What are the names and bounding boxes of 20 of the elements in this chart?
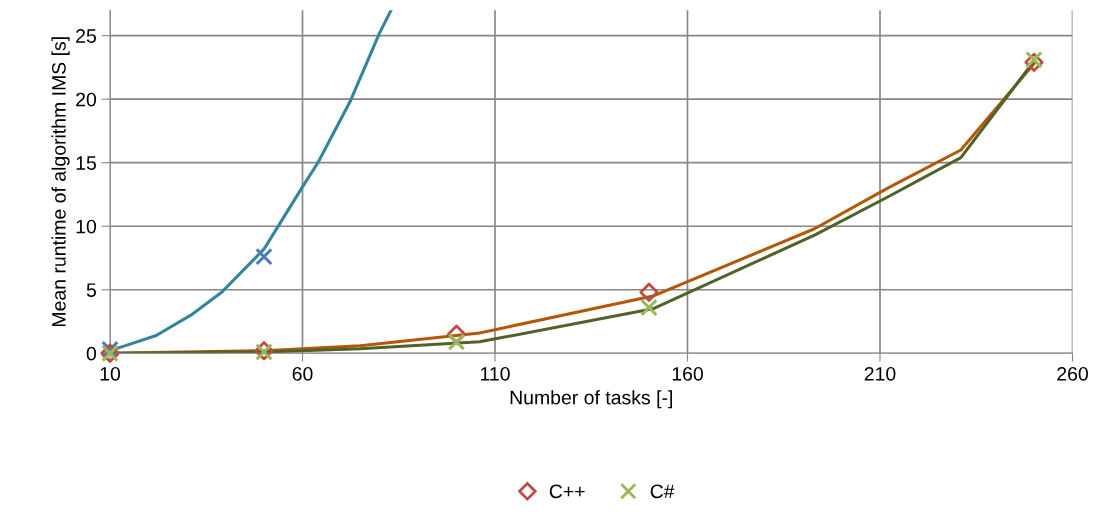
y-tick-label: 15 xyxy=(76,156,96,170)
legend-label: C++ xyxy=(549,484,585,499)
legend-label: C# xyxy=(650,484,675,499)
y-tick-label: 20 xyxy=(76,92,97,107)
point xyxy=(255,247,273,266)
y-tick-label: 25 xyxy=(76,29,96,43)
x-axis-title: Number of tasks [-] xyxy=(510,390,672,409)
x-tick-label: 160 xyxy=(672,366,703,381)
y-tick-label: 0 xyxy=(86,346,97,361)
point xyxy=(639,282,659,302)
y-tick-label: 5 xyxy=(86,283,96,297)
y-axis-title: Mean runtime of algorithm IMS [s] xyxy=(51,37,70,327)
x-tick-label: 260 xyxy=(1057,366,1088,381)
x-tick-label: 60 xyxy=(292,366,313,381)
x-tick-label: 10 xyxy=(100,366,121,381)
y-tick-label: 10 xyxy=(76,219,97,234)
x-tick-label: 110 xyxy=(480,366,510,381)
point xyxy=(640,298,658,317)
x-tick-label: 210 xyxy=(864,366,896,381)
point xyxy=(447,333,466,351)
